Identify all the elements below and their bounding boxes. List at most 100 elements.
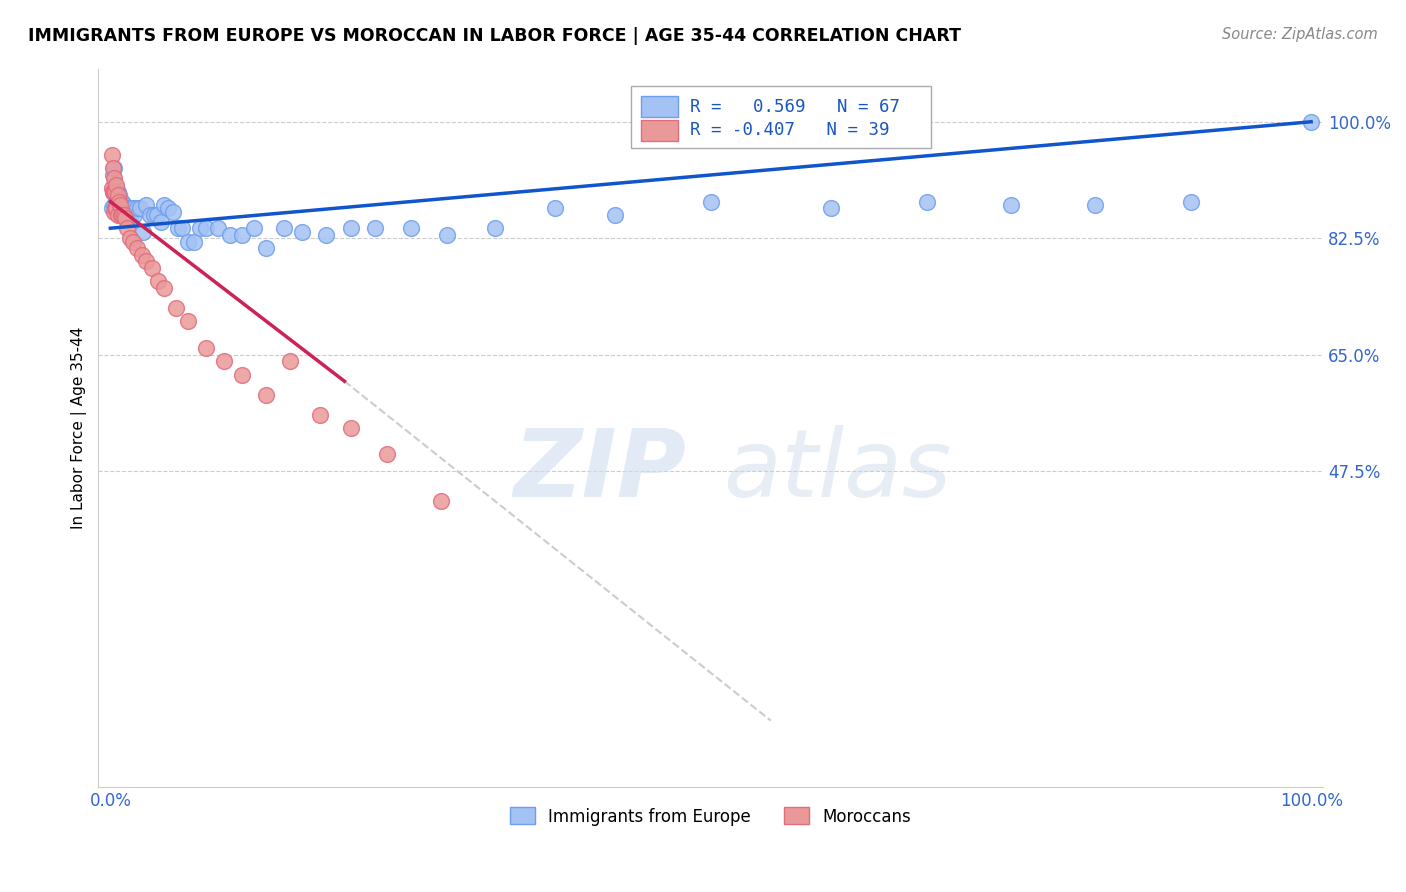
Point [165,301,187,315]
Point [103,171,125,186]
Point [700,194,723,209]
Point [129,201,152,215]
FancyBboxPatch shape [631,87,931,147]
Point [172,221,194,235]
Point [190,221,212,235]
Point [256,241,278,255]
Point [1000,198,1022,212]
FancyBboxPatch shape [641,120,678,141]
Point [105,201,128,215]
Point [131,248,153,262]
Point [115,221,138,235]
Point [339,221,361,235]
Point [141,261,163,276]
Point [484,221,506,235]
Point [103,198,125,212]
Point [195,221,218,235]
Point [153,281,176,295]
Point [273,221,295,235]
Point [104,185,127,199]
Point [105,178,128,192]
Point [114,211,136,226]
Point [429,494,451,508]
Point [177,235,200,249]
Point [162,204,184,219]
Point [399,221,422,235]
Point [363,221,385,235]
Point [111,194,134,209]
Point [315,227,337,242]
Point [214,354,236,368]
Point [122,235,145,249]
Point [107,185,129,199]
Point [107,194,129,209]
Point [124,208,146,222]
Point [156,201,179,215]
Point [101,185,124,199]
Y-axis label: In Labor Force | Age 35-44: In Labor Force | Age 35-44 [72,326,87,529]
Point [148,275,170,289]
Point [339,421,361,435]
Point [142,208,165,222]
Point [309,408,332,422]
Point [118,208,141,222]
Point [115,201,138,215]
Text: ZIP: ZIP [513,425,686,517]
Point [139,208,162,222]
Text: R = -0.407   N = 39: R = -0.407 N = 39 [690,121,890,139]
Point [125,241,148,255]
Point [103,185,125,199]
Point [103,204,125,219]
Text: R =   0.569   N = 67: R = 0.569 N = 67 [690,97,900,116]
Point [110,201,132,215]
Point [107,201,129,215]
Point [1301,114,1323,128]
Point [132,225,155,239]
Point [125,201,148,215]
Point [121,204,143,219]
Point [107,188,129,202]
Point [177,314,200,328]
Point [149,214,172,228]
Point [112,208,135,222]
Point [183,235,205,249]
Point [108,201,131,215]
Point [1084,198,1107,212]
Point [111,208,134,222]
Point [280,354,302,368]
Point [105,201,128,215]
Point [104,201,127,215]
Point [207,221,229,235]
Point [820,201,842,215]
Point [110,208,132,222]
Point [100,148,122,162]
FancyBboxPatch shape [641,95,678,118]
Point [100,201,122,215]
Point [107,188,129,202]
Point [135,254,157,268]
Point [256,387,278,401]
Text: atlas: atlas [723,425,952,516]
Legend: Immigrants from Europe, Moroccans: Immigrants from Europe, Moroccans [510,807,911,826]
Point [112,198,135,212]
Point [231,227,253,242]
Point [104,201,127,215]
Point [107,201,129,215]
Text: Source: ZipAtlas.com: Source: ZipAtlas.com [1222,27,1378,42]
Point [1180,194,1202,209]
Point [436,227,458,242]
Point [105,181,128,195]
Point [118,231,141,245]
Point [219,227,242,242]
Point [231,368,253,382]
Point [101,168,124,182]
Point [375,447,398,461]
Point [135,198,157,212]
Point [122,201,145,215]
Point [915,194,938,209]
Point [115,211,138,226]
Text: IMMIGRANTS FROM EUROPE VS MOROCCAN IN LABOR FORCE | AGE 35-44 CORRELATION CHART: IMMIGRANTS FROM EUROPE VS MOROCCAN IN LA… [28,27,962,45]
Point [117,201,139,215]
Point [100,181,122,195]
Point [111,208,134,222]
